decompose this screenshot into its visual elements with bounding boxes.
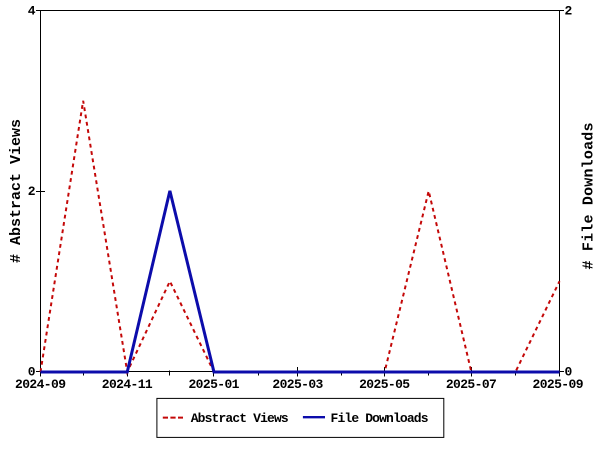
svg-text:Abstract Views: Abstract Views [191,411,289,426]
svg-text:2: 2 [28,184,36,199]
svg-text:2025-03: 2025-03 [272,377,323,392]
svg-text:2024-09: 2024-09 [15,377,66,392]
svg-text:2025-07: 2025-07 [446,377,497,392]
svg-text:File Downloads: File Downloads [331,411,429,426]
svg-text:# File Downloads: # File Downloads [580,123,597,270]
svg-text:2024-11: 2024-11 [102,377,153,392]
svg-text:2025-05: 2025-05 [359,377,410,392]
svg-text:2025-09: 2025-09 [533,377,584,392]
svg-text:2: 2 [565,4,573,19]
svg-text:4: 4 [28,4,36,19]
svg-text:0: 0 [565,365,573,380]
svg-text:2025-01: 2025-01 [188,377,239,392]
svg-text:0: 0 [28,365,36,380]
svg-text:# Abstract Views: # Abstract Views [8,119,25,263]
